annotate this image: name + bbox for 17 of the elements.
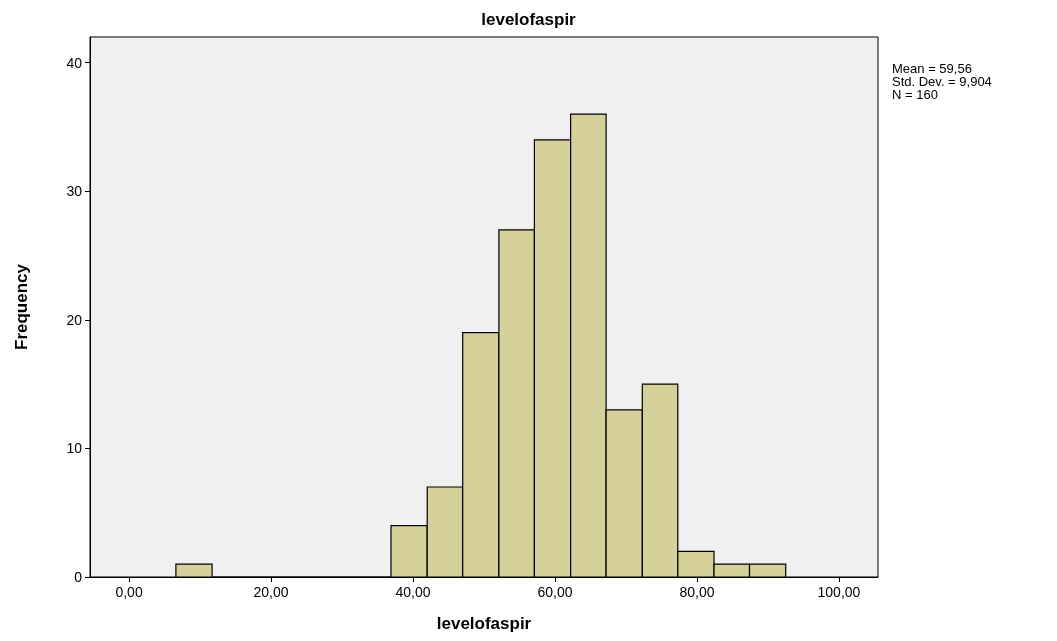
text: Std. Dev. = 9,904 — [892, 74, 992, 89]
text: N = 160 — [892, 87, 938, 102]
x-tick-label: 20,00 — [253, 584, 289, 600]
x-tick-label: 60,00 — [537, 584, 573, 600]
x-tick-label: 100,00 — [817, 584, 861, 600]
y-axis-title: Frequency — [12, 263, 31, 350]
x-axis-title: levelofaspir — [436, 614, 532, 633]
chart-title: levelofaspir — [481, 10, 577, 29]
x-tick-label: 0,00 — [115, 584, 143, 600]
x-tick-label: 80,00 — [679, 584, 715, 600]
x-tick-label: 40,00 — [395, 584, 431, 600]
y-tick-label: 10 — [66, 440, 83, 457]
y-tick-label: 30 — [66, 183, 83, 200]
text: Mean = 59,56 — [892, 61, 972, 76]
y-tick-label: 40 — [66, 54, 83, 71]
y-tick-label: 0 — [74, 569, 83, 585]
y-tick-label: 20 — [66, 311, 83, 328]
